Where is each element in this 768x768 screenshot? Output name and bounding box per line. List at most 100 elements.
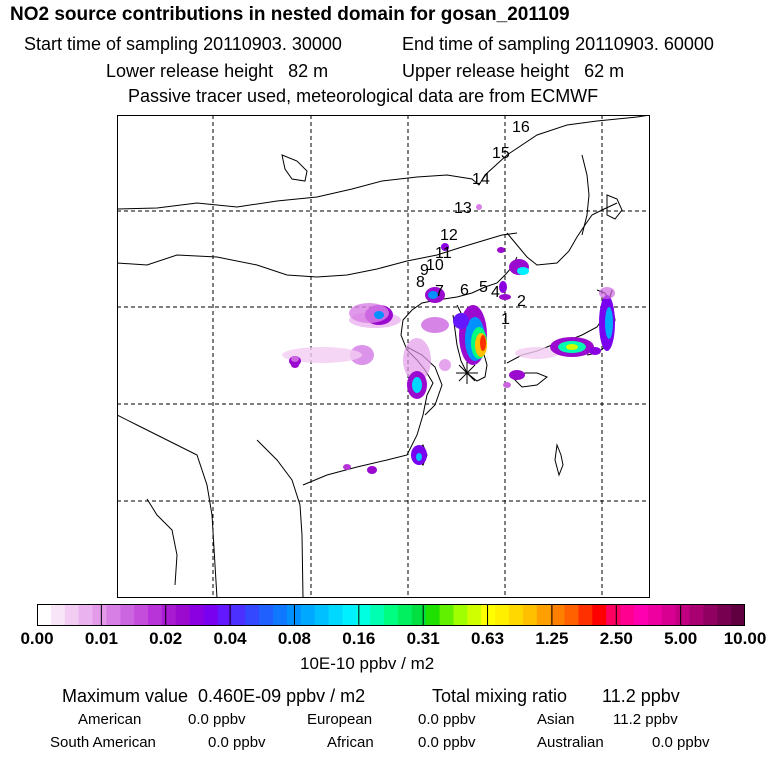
total-mixing-ratio: Total mixing ratio 11.2 ppbv (432, 686, 680, 706)
colorbar-tick-label: 0.63 (470, 629, 505, 648)
colorbar-cell (633, 604, 649, 626)
trajectory-label-4: 4 (491, 284, 500, 301)
colorbar-cell (92, 604, 108, 626)
lower-release-height: Lower release height 82 m (106, 61, 329, 81)
colorbar-tick-label: 0.00 (20, 629, 54, 648)
colorbar-cell (50, 604, 66, 626)
colorbar-cell (37, 604, 52, 626)
colorbar-cell (64, 604, 80, 626)
trajectory-label-12: 12 (440, 227, 458, 244)
tracer-note: Passive tracer used, meteorological data… (128, 86, 599, 106)
colorbar-cell (370, 604, 385, 626)
colorbar-cell (273, 604, 288, 626)
colorbar-tick-label: 0.01 (84, 629, 118, 648)
region-australian-name: Australian (537, 734, 604, 751)
region-african-name: African (327, 734, 374, 751)
colorbar-cell (509, 604, 524, 626)
colorbar-cell (578, 604, 593, 626)
colorbar-cell (467, 604, 482, 626)
colorbar-cell (203, 604, 219, 626)
figure-title: NO2 source contributions in nested domai… (10, 4, 570, 25)
colorbar-cell (675, 604, 691, 626)
trajectory-label-10: 10 (426, 257, 444, 274)
colorbar-cell (397, 604, 413, 626)
colorbar-cell (217, 604, 232, 626)
colorbar-cell (731, 604, 745, 626)
map-panel: 1 2 4 5 6 7 8 9 10 11 12 13 14 15 16 (117, 115, 650, 598)
trajectory-label-5: 5 (479, 279, 488, 296)
colorbar-cell (411, 604, 427, 626)
colorbar-cell (314, 604, 330, 626)
colorbar-tick-label: 0.04 (213, 629, 247, 648)
colorbar-cell (717, 604, 732, 626)
colorbar-unit: 10E-10 ppbv / m2 (300, 654, 435, 673)
colorbar-cell (522, 604, 538, 626)
colorbar-cell (481, 604, 496, 626)
colorbar-cell (342, 604, 357, 626)
map-frame (117, 115, 650, 598)
region-south-american-name: South American (50, 734, 156, 751)
colorbar-cell (453, 604, 468, 626)
colorbar-tick-label: 5.00 (664, 629, 698, 648)
colorbar-cell (161, 604, 177, 626)
region-european-name: European (307, 711, 373, 728)
region-asian-name: Asian (537, 711, 575, 728)
colorbar-cell (439, 604, 455, 626)
colorbar-tick-label: 1.25 (535, 629, 569, 648)
colorbar-cell (106, 604, 121, 626)
colorbar-cell (495, 604, 510, 626)
colorbar-cell (384, 604, 399, 626)
colorbar-tick-label: 10.00 (723, 629, 767, 648)
colorbar-cell (550, 604, 566, 626)
colorbar-cell (620, 604, 635, 626)
trajectory-label-14: 14 (472, 171, 490, 188)
region-american-name: American (78, 711, 142, 728)
colorbar-cell (78, 604, 94, 626)
region-american-value: 0.0 ppbv (188, 711, 246, 728)
colorbar-cell (245, 604, 260, 626)
region-south-american-value: 0.0 ppbv (208, 734, 266, 751)
colorbar-tick-label: 0.16 (342, 629, 376, 648)
concentration-field (282, 204, 615, 474)
trajectory-label-6: 6 (460, 282, 469, 299)
colorbar-cell (134, 604, 149, 626)
colorbar-cell (300, 604, 316, 626)
colorbar-cell (259, 604, 274, 626)
colorbar-cell (231, 604, 246, 626)
end-time: End time of sampling 20110903. 60000 (402, 34, 714, 54)
trajectory-label-15: 15 (492, 145, 510, 162)
trajectory-label-2: 2 (517, 293, 526, 310)
upper-release-height: Upper release height 62 m (402, 61, 625, 81)
colorbar-cell (592, 604, 607, 626)
colorbar-tick-label: 2.50 (599, 629, 633, 648)
colorbar-cell (703, 604, 718, 626)
colorbar-cell (356, 604, 371, 626)
colorbar (37, 604, 745, 626)
colorbar-tick-label: 0.02 (149, 629, 183, 648)
start-time: Start time of sampling 20110903. 30000 (24, 34, 342, 54)
trajectory-label-9: 9 (420, 262, 429, 279)
colorbar-cell (148, 604, 163, 626)
region-european-value: 0.0 ppbv (418, 711, 476, 728)
colorbar-cell (564, 604, 580, 626)
receptor-marker (456, 362, 478, 384)
colorbar-cell (120, 604, 135, 626)
max-value: Maximum value 0.460E-09 ppbv / m2 (62, 686, 366, 706)
trajectory-label-1: 1 (501, 311, 510, 328)
region-asian-value: 11.2 ppbv (613, 711, 678, 728)
colorbar-cell (606, 604, 621, 626)
colorbar-cell (328, 604, 344, 626)
trajectory-label-7: 7 (435, 283, 444, 300)
colorbar-cell (189, 604, 205, 626)
region-african-value: 0.0 ppbv (418, 734, 476, 751)
trajectory-label-11: 11 (435, 245, 452, 262)
trajectory-label-16: 16 (512, 119, 530, 136)
colorbar-tick-label: 0.31 (406, 629, 440, 648)
colorbar-cell (175, 604, 191, 626)
colorbar-cell (661, 604, 677, 626)
colorbar-cell (425, 604, 441, 626)
colorbar-tick-label: 0.08 (277, 629, 311, 648)
region-australian-value: 0.0 ppbv (652, 734, 710, 751)
trajectory-label-13: 13 (454, 200, 472, 217)
trajectory-label-8: 8 (416, 274, 425, 291)
